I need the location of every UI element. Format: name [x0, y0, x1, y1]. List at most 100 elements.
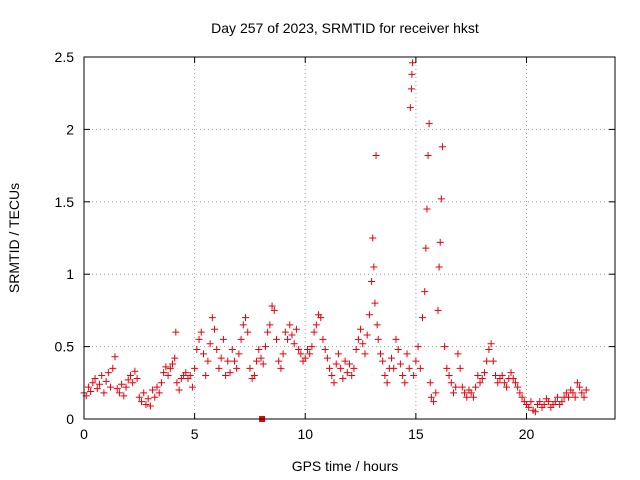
data-point — [226, 369, 234, 377]
data-point — [142, 401, 150, 409]
data-point — [246, 364, 254, 372]
data-point — [120, 392, 128, 400]
data-point — [319, 335, 327, 343]
data-point — [458, 383, 466, 391]
data-point — [98, 372, 106, 380]
data-point — [427, 393, 435, 401]
data-point — [571, 393, 579, 401]
data-point — [188, 383, 196, 391]
grid — [84, 57, 615, 419]
data-point — [569, 389, 577, 397]
data-point — [89, 379, 97, 387]
x-tick-label: 10 — [297, 426, 313, 442]
x-tick-label: 5 — [191, 426, 199, 442]
data-point — [242, 314, 250, 322]
data-point — [518, 393, 526, 401]
data-point — [357, 325, 365, 333]
data-point — [172, 328, 180, 336]
data-point — [507, 369, 515, 377]
data-point — [257, 354, 265, 362]
data-point — [129, 379, 137, 387]
data-point — [288, 331, 296, 339]
data-point — [169, 360, 176, 368]
data-point — [312, 321, 320, 329]
data-point — [250, 372, 258, 380]
data-point — [259, 360, 267, 368]
data-point — [237, 335, 245, 343]
data-point — [396, 360, 404, 368]
data-point — [516, 389, 524, 397]
data-point — [255, 345, 263, 353]
data-point — [146, 402, 154, 410]
data-point — [281, 328, 289, 336]
data-point — [162, 363, 170, 371]
data-point — [109, 364, 117, 372]
data-point — [100, 389, 108, 397]
data-point — [208, 314, 216, 322]
data-point — [381, 372, 389, 380]
data-point — [306, 350, 314, 358]
data-point — [434, 306, 442, 314]
data-point — [111, 353, 119, 361]
data-point — [91, 374, 99, 382]
data-point — [478, 374, 486, 382]
data-point — [456, 364, 464, 372]
data-point — [388, 354, 396, 362]
data-point — [476, 379, 484, 387]
data-point — [503, 383, 511, 391]
data-point — [399, 372, 407, 380]
data-point — [211, 325, 219, 333]
data-point — [160, 369, 168, 377]
chart-title: Day 257 of 2023, SRMTID for receiver hks… — [211, 20, 479, 36]
data-point — [186, 372, 194, 380]
data-point — [138, 398, 146, 406]
data-point — [155, 389, 163, 397]
data-point — [492, 372, 500, 380]
data-point — [326, 364, 334, 372]
data-point — [104, 369, 112, 377]
data-point — [328, 372, 336, 380]
data-point — [359, 340, 367, 348]
data-point — [118, 380, 126, 388]
x-tick-label: 20 — [519, 426, 535, 442]
data-point — [487, 340, 495, 348]
data-point — [435, 263, 443, 271]
data-point — [485, 345, 493, 353]
data-point — [268, 302, 276, 310]
data-point — [171, 354, 179, 362]
data-point — [233, 364, 241, 372]
data-point — [261, 343, 269, 351]
data-point — [228, 345, 236, 353]
data-point — [376, 350, 384, 358]
data-point — [215, 364, 223, 372]
data-point — [424, 151, 432, 159]
data-point — [401, 379, 409, 387]
data-point — [467, 389, 475, 397]
data-point — [354, 335, 362, 343]
data-point — [284, 335, 292, 343]
data-point — [472, 383, 480, 391]
data-point — [573, 379, 581, 387]
data-point — [270, 306, 278, 314]
data-point — [531, 408, 539, 416]
data-point — [272, 335, 280, 343]
data-point — [509, 374, 517, 382]
data-point — [124, 376, 132, 384]
data-point — [310, 328, 318, 336]
data-point — [343, 369, 351, 377]
data-point — [578, 389, 586, 397]
data-point — [421, 288, 429, 296]
x-tick-label: 0 — [80, 426, 88, 442]
data-point — [133, 374, 141, 382]
data-point — [337, 364, 345, 372]
data-point — [514, 383, 522, 391]
data-point — [213, 345, 221, 353]
data-point — [308, 343, 316, 351]
data-point — [500, 379, 508, 387]
data-point — [334, 350, 342, 358]
data-point — [122, 383, 130, 391]
x-tick-label: 15 — [408, 426, 424, 442]
data-point — [107, 383, 115, 391]
data-point — [332, 360, 340, 368]
data-point — [295, 345, 303, 353]
